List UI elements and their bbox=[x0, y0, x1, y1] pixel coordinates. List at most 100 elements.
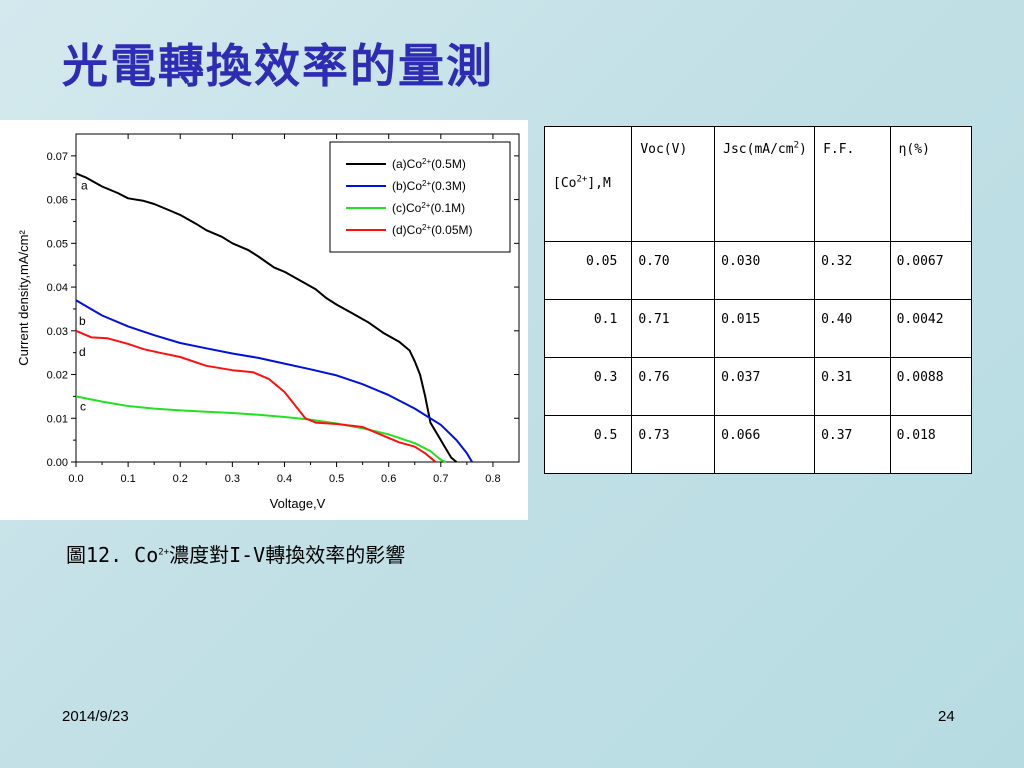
header-text-suffix: ],M bbox=[587, 176, 611, 191]
table-row: 0.5 0.73 0.066 0.37 0.018 bbox=[543, 415, 973, 474]
table-header-text: Jsc(mA/cm2) bbox=[723, 137, 808, 163]
legend-entry: (b)Co2+(0.3M) bbox=[392, 179, 466, 194]
table-cell: 0.0088 bbox=[889, 357, 973, 416]
cobalt-concentration-table: [Co2+],M Voc(V) Jsc(mA/cm2) F.F. η(%) 0.05 0.… bbox=[543, 126, 973, 474]
x-tick-label: 0.1 bbox=[120, 473, 135, 485]
legend-entry: (d)Co2+(0.05M) bbox=[392, 223, 472, 238]
legend-text-suffix: (0.05M) bbox=[431, 223, 472, 237]
header-superscript: 2 bbox=[793, 140, 800, 151]
footer-date: 2014/9/23 bbox=[62, 708, 129, 725]
concentration-cell: 0.05 bbox=[543, 241, 633, 300]
table-cell: 0.0042 bbox=[889, 299, 973, 358]
x-tick-label: 0.6 bbox=[381, 473, 396, 485]
y-tick-label: 0.03 bbox=[47, 326, 68, 338]
figure-caption: 圖12. Co2+濃度對I-V轉換效率的影響 bbox=[66, 539, 405, 568]
y-tick-label: 0.01 bbox=[47, 413, 68, 425]
table-header-text: F.F. bbox=[823, 137, 884, 163]
table-cell: 0.70 bbox=[631, 241, 716, 300]
header-superscript: 2+ bbox=[576, 174, 588, 185]
table-cell: 0.037 bbox=[714, 357, 816, 416]
table-cell: 0.40 bbox=[814, 299, 891, 358]
legend-superscript: 2+ bbox=[422, 179, 431, 188]
series-line bbox=[75, 299, 473, 463]
table-row: 0.3 0.76 0.037 0.31 0.0088 bbox=[543, 357, 973, 416]
x-axis-label: Voltage,V bbox=[270, 496, 326, 511]
legend-text: (b)Co bbox=[392, 179, 422, 193]
curve-label: c bbox=[80, 399, 86, 413]
legend: (a)Co2+(0.5M)(b)Co2+(0.3M)(c)Co2+(0.1M)(… bbox=[329, 141, 511, 253]
table-cell: 0.37 bbox=[814, 415, 891, 474]
curve-label: a bbox=[81, 178, 88, 192]
table-cell: 0.73 bbox=[631, 415, 716, 474]
table-body: 0.05 0.70 0.030 0.32 0.0067 0.1 0.71 0.015 0.40 0… bbox=[543, 241, 973, 474]
table-header-cell: [Co2+],M bbox=[543, 126, 633, 242]
x-tick-label: 0.8 bbox=[485, 473, 500, 485]
header-text: η(%) bbox=[898, 142, 930, 157]
legend-entry: (c)Co2+(0.1M) bbox=[392, 201, 465, 216]
table-header-text: η(%) bbox=[899, 137, 965, 163]
y-tick-label: 0.02 bbox=[47, 370, 68, 382]
series-line bbox=[75, 172, 458, 463]
y-axis-label: Current density,mA/cm² bbox=[16, 230, 31, 366]
table-row: 0.1 0.71 0.015 0.40 0.0042 bbox=[543, 299, 973, 358]
caption-suffix: 濃度對I-V轉換效率的影響 bbox=[169, 543, 406, 567]
header-text: [Co bbox=[553, 176, 577, 191]
table-header-text: Voc(V) bbox=[640, 137, 708, 163]
legend-text-suffix: (0.1M) bbox=[430, 201, 465, 215]
table-header-cell: F.F. bbox=[814, 126, 891, 242]
legend-text-suffix: (0.5M) bbox=[431, 157, 466, 171]
legend-text-suffix: (0.3M) bbox=[431, 179, 466, 193]
caption-prefix: 圖12. Co bbox=[66, 543, 159, 567]
curve-label: b bbox=[79, 314, 86, 328]
y-tick-label: 0.07 bbox=[47, 151, 68, 163]
page-number: 24 bbox=[938, 708, 955, 725]
y-tick-label: 0.00 bbox=[47, 457, 68, 469]
table-header-cell: Jsc(mA/cm2) bbox=[714, 126, 816, 242]
header-text-suffix: ) bbox=[799, 142, 807, 157]
header-text: Jsc(mA/cm bbox=[723, 142, 794, 157]
curve-label: d bbox=[79, 345, 86, 359]
table-row: 0.05 0.70 0.030 0.32 0.0067 bbox=[543, 241, 973, 300]
x-tick-label: 0.5 bbox=[329, 473, 344, 485]
table-cell: 0.0067 bbox=[889, 241, 973, 300]
x-tick-label: 0.2 bbox=[173, 473, 188, 485]
table-cell: 0.71 bbox=[631, 299, 716, 358]
legend-entry: (a)Co2+(0.5M) bbox=[392, 157, 466, 172]
plot-frame bbox=[75, 133, 520, 463]
slide-title: 光電轉換效率的量測 bbox=[62, 39, 494, 93]
legend-text: (d)Co bbox=[392, 223, 422, 237]
table-cell: 0.030 bbox=[714, 241, 816, 300]
table-cell: 0.015 bbox=[714, 299, 816, 358]
series-line bbox=[75, 395, 447, 463]
table-cell: 0.018 bbox=[889, 415, 973, 474]
caption-superscript: 2+ bbox=[158, 547, 170, 558]
concentration-cell: 0.5 bbox=[543, 415, 633, 474]
x-tick-label: 0.3 bbox=[225, 473, 240, 485]
series-line bbox=[75, 329, 437, 463]
x-tick-label: 0.4 bbox=[277, 473, 292, 485]
legend-text: (a)Co bbox=[392, 157, 422, 171]
table-cell: 0.066 bbox=[714, 415, 816, 474]
iv-chart: 0.0 0.1 0.2 0.3 0.4 0.5 0.6 0.7 0.8 0.00 0.01 0.02 0… bbox=[0, 120, 528, 520]
table-header-text: [Co2+],M bbox=[553, 171, 625, 197]
concentration-cell: 0.3 bbox=[543, 357, 633, 416]
legend-superscript: 2+ bbox=[422, 223, 431, 232]
iv-chart-svg: 0.0 0.1 0.2 0.3 0.4 0.5 0.6 0.7 0.8 0.00 0.01 0.02 0… bbox=[16, 133, 520, 511]
y-tick-label: 0.04 bbox=[47, 282, 68, 294]
legend-text: (c)Co bbox=[392, 201, 422, 215]
header-text: Voc(V) bbox=[640, 142, 688, 157]
table-cell: 0.31 bbox=[814, 357, 891, 416]
table-header-cell: Voc(V) bbox=[631, 126, 716, 242]
x-tick-label: 0.7 bbox=[433, 473, 448, 485]
table-header-row: [Co2+],M Voc(V) Jsc(mA/cm2) F.F. η(%) bbox=[543, 126, 973, 242]
legend-superscript: 2+ bbox=[421, 201, 430, 210]
table-cell: 0.76 bbox=[631, 357, 716, 416]
y-tick-label: 0.05 bbox=[47, 238, 68, 250]
concentration-cell: 0.1 bbox=[543, 299, 633, 358]
legend-superscript: 2+ bbox=[422, 157, 431, 166]
legend-box bbox=[329, 141, 511, 253]
table-header-cell: η(%) bbox=[889, 126, 973, 242]
y-tick-label: 0.06 bbox=[47, 195, 68, 207]
x-tick-label: 0.0 bbox=[68, 473, 83, 485]
header-text: F.F. bbox=[823, 142, 855, 157]
